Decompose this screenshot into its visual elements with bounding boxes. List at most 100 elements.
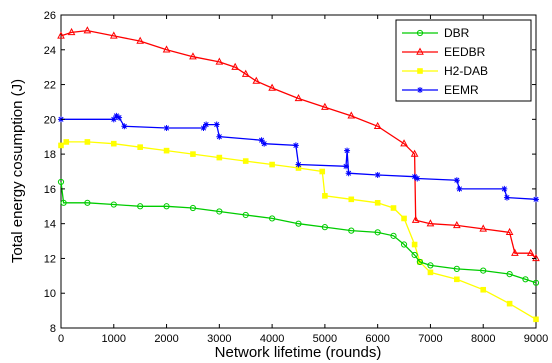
data-point-dbr [348,227,355,234]
data-point-h2-dab [84,139,91,145]
data-point-dbr [189,204,197,212]
data-point-eedbr [231,62,240,70]
data-point-h2-dab [63,139,70,145]
x-tick-label: 4000 [260,333,284,345]
data-point-h2-dab [58,142,64,149]
x-axis-label: Network lifetime (rounds) [215,344,382,361]
data-point-eedbr [479,224,488,232]
data-point-h2-dab [190,151,196,157]
data-point-eedbr [83,26,92,34]
data-point-eedbr [411,215,420,223]
x-tick-label: 9000 [524,333,548,345]
data-point-eedbr [511,248,519,256]
series-layer [57,26,540,323]
data-point-eedbr [400,139,408,147]
data-point-h2-dab [506,300,513,307]
data-point-eedbr [189,52,197,60]
data-point-eemr [501,185,508,192]
data-point-eedbr [162,45,171,53]
legend-item-dbr: DBR [402,26,470,40]
data-point-dbr [163,203,170,210]
data-point-h2-dab [319,168,326,175]
data-point-dbr [480,267,487,274]
data-point-eedbr [532,253,540,262]
y-tick-label: 18 [44,149,56,161]
legend-marker-h2-dab [417,68,423,74]
data-point-dbr [374,229,381,236]
y-tick-label: 20 [44,114,56,126]
series-line-dbr [60,181,537,284]
legend-label-h2-dab: H2-DAB [444,64,488,78]
data-point-h2-dab [110,140,117,147]
data-point-dbr [321,224,328,231]
data-point-eemr [344,147,351,154]
data-point-dbr [411,251,418,259]
data-point-dbr [532,279,540,286]
legend-item-h2-dab: H2-DAB [402,64,488,78]
x-tick-label: 7000 [418,333,442,345]
y-tick-label: 14 [44,219,56,231]
data-point-eedbr [241,69,250,77]
x-tick-label: 3000 [207,333,231,345]
data-point-eedbr [136,36,145,44]
series-line-eedbr [60,29,537,259]
data-point-eedbr [57,31,65,39]
data-point-h2-dab [411,241,418,248]
data-point-dbr [390,232,397,239]
y-tick-label: 16 [44,184,56,196]
data-point-eemr [203,121,210,128]
x-tick-label: 0 [58,333,64,345]
data-point-dbr [216,208,223,215]
data-point-eedbr [294,94,303,102]
data-point-eemr [374,171,381,178]
data-point-eemr [213,121,220,128]
x-tick-label: 2000 [154,333,178,345]
data-point-eedbr [505,227,514,236]
data-point-dbr [295,220,302,227]
data-point-dbr [400,241,408,248]
data-point-eemr [411,173,418,180]
y-axis-label: Total energy cosumption (J) [9,79,26,263]
data-point-eedbr [215,57,224,65]
data-point-h2-dab [348,196,355,203]
data-point-eemr [533,196,539,203]
data-point-h2-dab [374,199,381,206]
data-point-eedbr [373,121,382,129]
data-point-eedbr [347,111,356,119]
data-point-eemr [200,125,207,132]
y-tick-label: 22 [44,80,56,92]
legend-item-eedbr: EEDBR [402,45,486,59]
data-point-h2-dab [401,215,407,222]
data-point-eemr [453,177,460,184]
data-point-eemr [456,185,463,192]
data-point-h2-dab [427,269,434,276]
data-point-eedbr [452,220,461,229]
data-point-eedbr [426,219,435,227]
legend-marker-dbr [416,29,424,37]
data-point-h2-dab [322,193,328,199]
data-point-dbr [453,265,460,272]
data-point-dbr [84,199,91,206]
data-point-eemr [503,194,510,201]
legend-label-dbr: DBR [444,26,470,40]
data-point-dbr [522,276,529,283]
data-point-eedbr [410,149,419,157]
data-point-dbr [242,211,249,219]
data-point-dbr [60,199,67,206]
data-point-h2-dab [163,147,170,154]
legend-label-eedbr: EEDBR [444,45,486,59]
data-point-h2-dab [216,154,223,161]
data-point-eemr [414,175,421,182]
data-point-h2-dab [137,144,143,150]
data-point-dbr [506,270,513,278]
series-line-h2-dab [60,141,537,320]
data-point-eedbr [67,27,76,36]
data-point-eemr [295,161,302,168]
series-h2-dab [58,139,539,323]
data-point-eemr [345,170,352,177]
data-point-eemr [343,163,349,170]
data-point-eemr [216,133,223,140]
x-tick-label: 6000 [365,333,389,345]
data-point-dbr [110,201,117,208]
